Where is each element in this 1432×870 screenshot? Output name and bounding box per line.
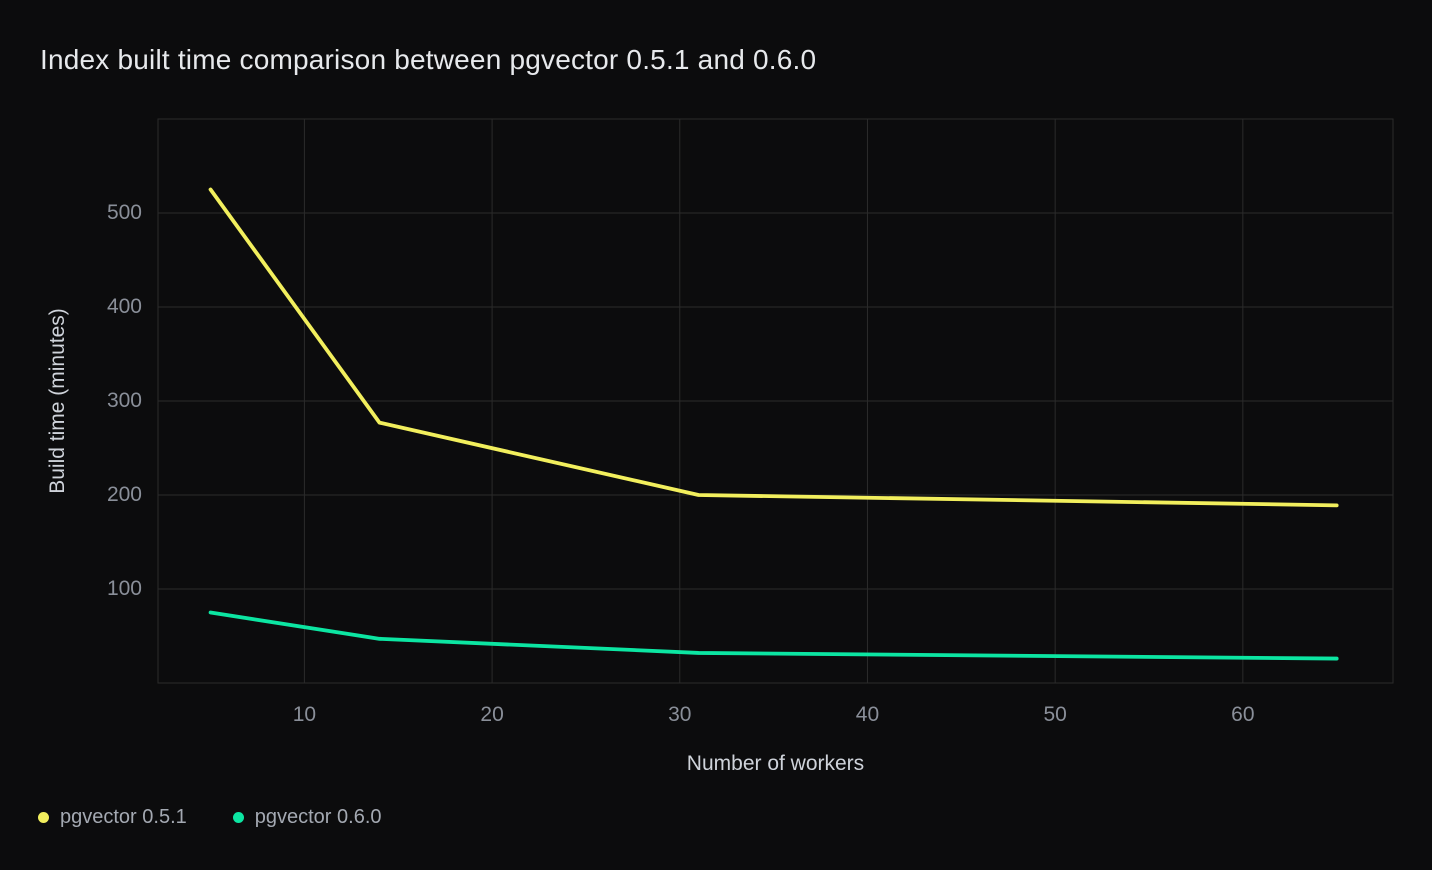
y-tick-label: 100 <box>106 577 142 600</box>
series-line-pgvector-0-6-0 <box>208 610 1339 661</box>
x-tick-label: 60 <box>1231 703 1255 726</box>
legend-item-label: pgvector 0.6.0 <box>254 806 382 828</box>
y-tick-label: 200 <box>106 483 142 506</box>
legend: pgvector 0.5.1 pgvector 0.6.0 <box>38 806 382 829</box>
series-lines <box>208 187 1339 661</box>
legend-dot-icon <box>38 812 49 823</box>
series-line-pgvector-0-5-1 <box>208 187 1339 508</box>
grid-lines <box>157 118 1394 684</box>
y-tick-label: 300 <box>106 389 142 412</box>
y-axis-title: Build time (minutes) <box>46 308 69 494</box>
x-tick-label: 10 <box>292 703 317 726</box>
legend-item-pgvector-0-5-1: pgvector 0.5.1 <box>38 806 187 829</box>
chart-title: Index built time comparison between pgve… <box>40 44 817 75</box>
plot-border <box>157 118 1394 684</box>
x-tick-label: 20 <box>480 703 504 726</box>
x-axis-title: Number of workers <box>686 752 865 775</box>
y-tick-label: 500 <box>106 201 142 224</box>
legend-item-label: pgvector 0.5.1 <box>60 806 187 828</box>
x-tick-label: 30 <box>668 703 692 726</box>
legend-item-pgvector-0-6-0: pgvector 0.6.0 <box>232 806 382 829</box>
legend-dot-icon <box>232 812 244 823</box>
x-tick-label: 40 <box>855 703 880 726</box>
x-tick-label: 50 <box>1043 703 1067 726</box>
y-tick-label: 400 <box>106 295 142 318</box>
